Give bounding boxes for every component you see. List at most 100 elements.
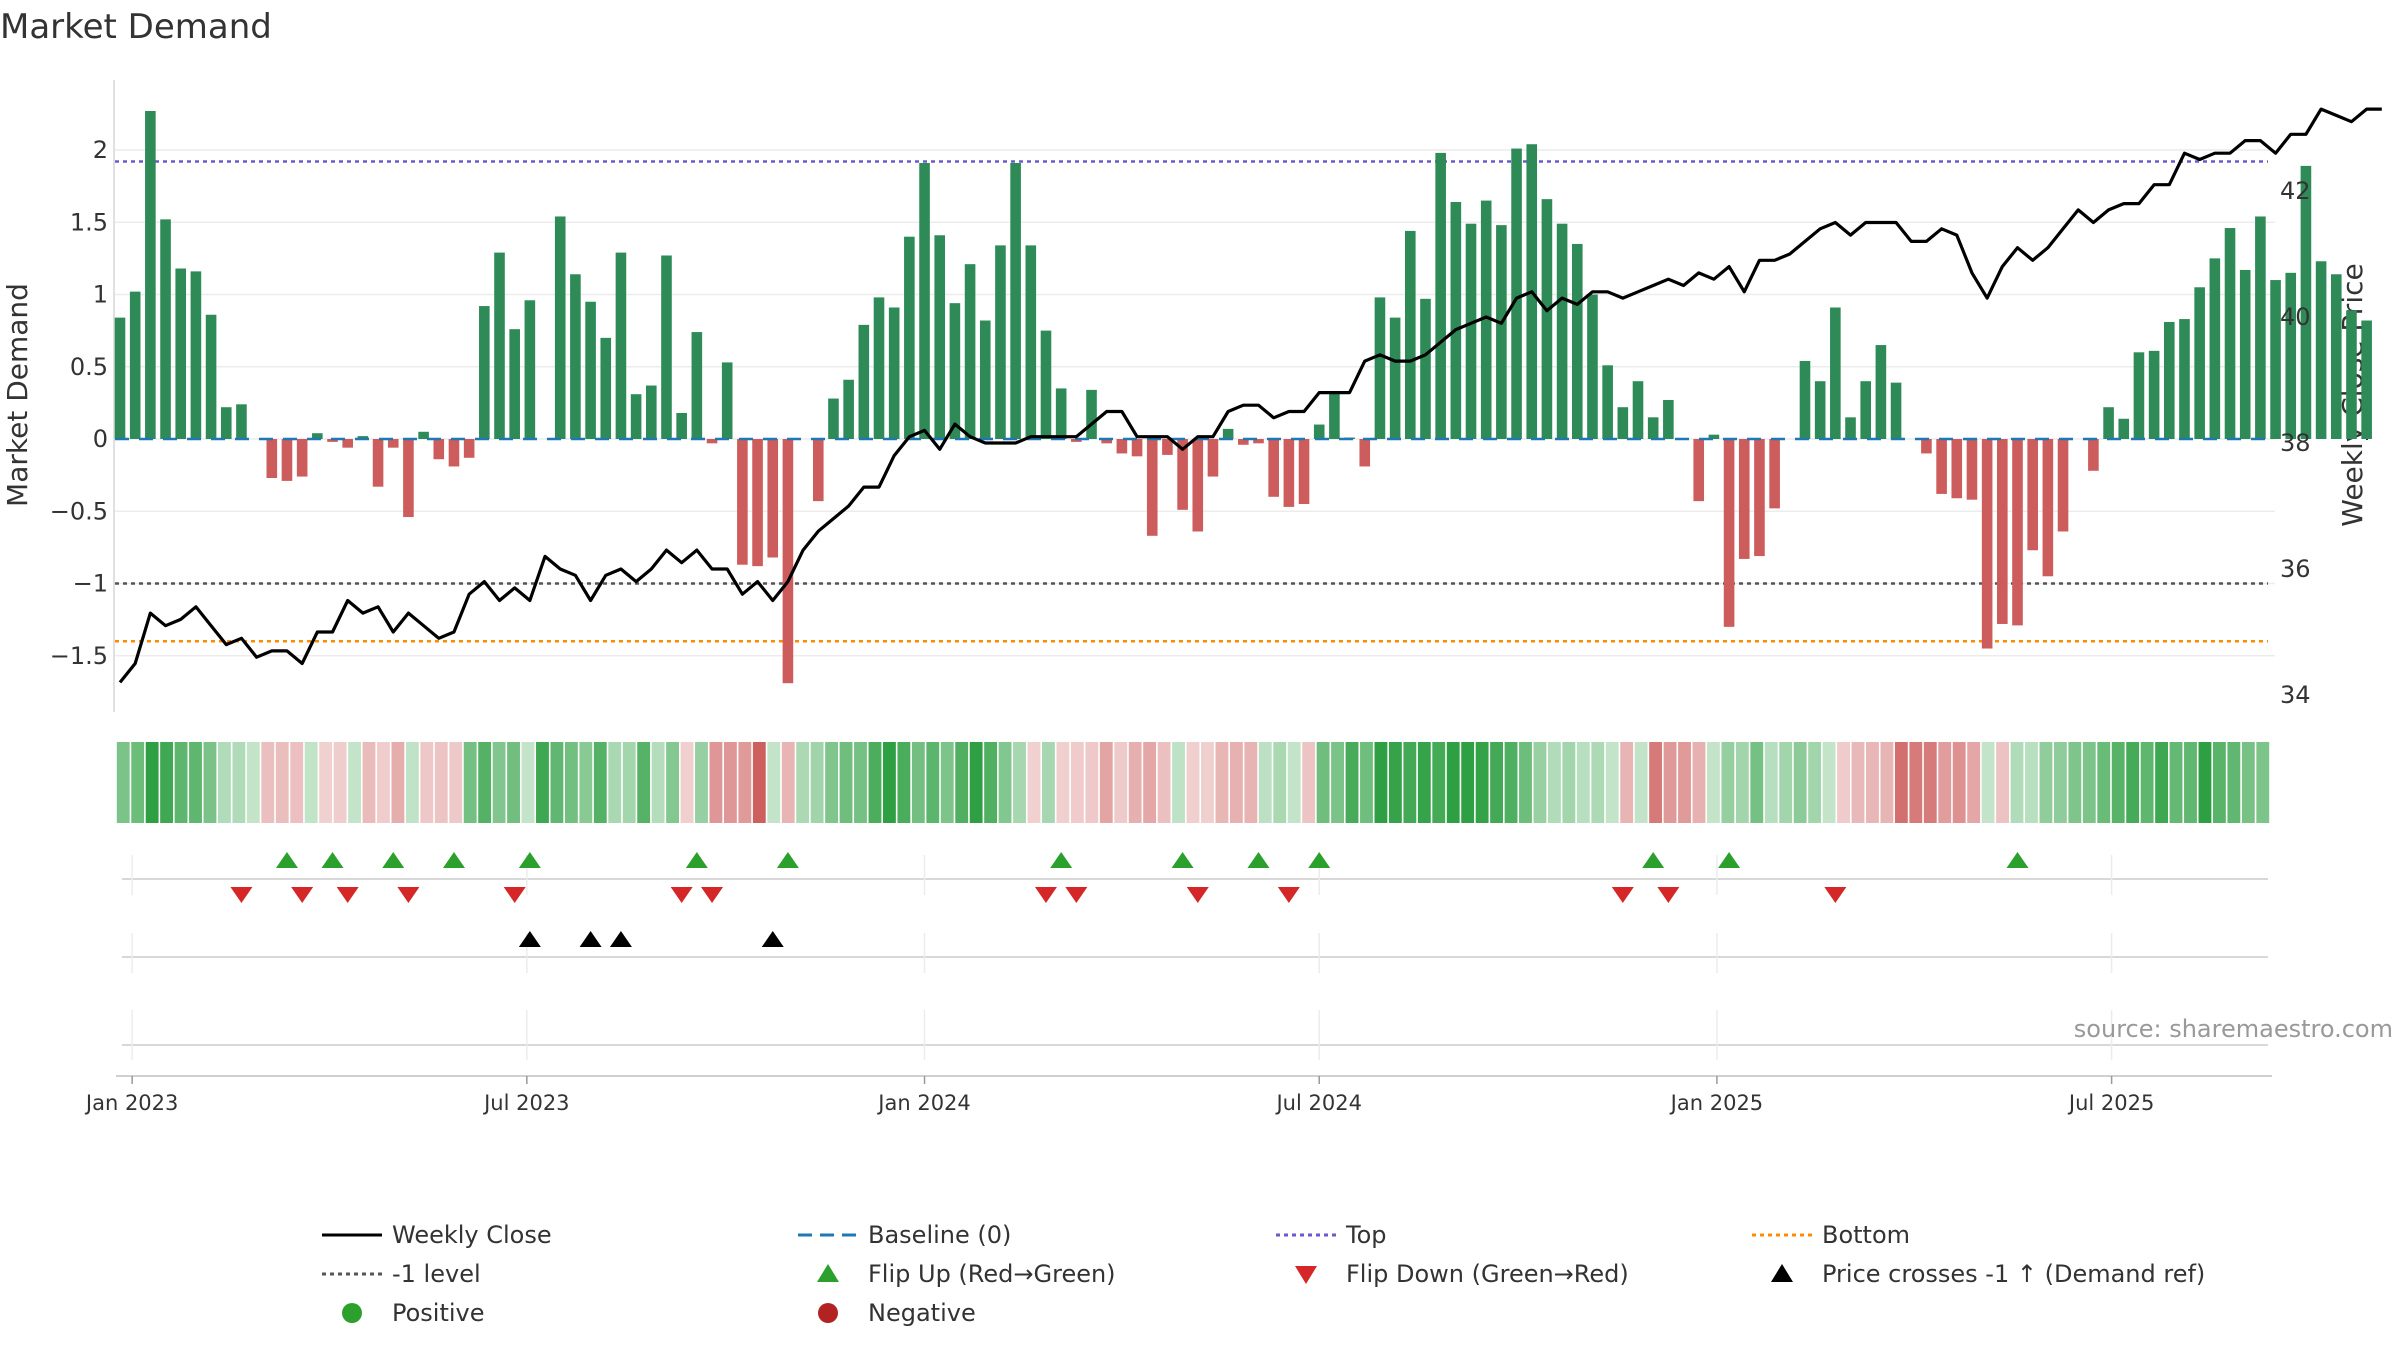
heat-cell	[897, 742, 911, 823]
heat-cell	[1793, 742, 1807, 823]
flip-up-marker	[1171, 852, 1194, 868]
heat-cell	[738, 742, 752, 823]
triangle-up-icon	[817, 1264, 839, 1282]
heat-cell	[1114, 742, 1128, 823]
heat-cell	[377, 742, 390, 823]
heat-cell	[926, 742, 940, 823]
demand-bar	[479, 306, 490, 439]
demand-bar	[1845, 417, 1856, 439]
triangle-up-icon	[1771, 1264, 1793, 1282]
demand-bar	[1389, 317, 1401, 439]
heat-cell	[550, 742, 564, 823]
heat-cell	[2169, 742, 2183, 823]
flip-up-marker	[275, 852, 298, 868]
demand-bar	[1435, 152, 1446, 439]
demand-bar	[509, 329, 520, 439]
heat-cell	[1591, 742, 1605, 823]
legend-flip-down: Flip Down (Green→Red)	[1274, 1259, 1629, 1289]
heat-cell	[2140, 742, 2154, 823]
x-axis-ticks: Jan 2023 Jul 2023 Jan 2024 Jul 2024 Jan 2025…	[84, 1076, 2154, 1115]
demand-bar	[2179, 319, 2190, 439]
flip-up-marker	[321, 852, 344, 868]
heat-cell	[1894, 742, 1908, 823]
heat-cell	[1866, 742, 1879, 823]
heat-cell	[1070, 742, 1084, 823]
x-tick-label: Jul 2024	[1274, 1091, 1361, 1115]
heat-cell	[2198, 742, 2212, 823]
demand-bar	[812, 439, 824, 502]
heat-cell	[449, 742, 463, 823]
demand-bar	[858, 324, 870, 439]
y-tick-label: −1.5	[50, 642, 108, 670]
heat-cell	[1605, 742, 1619, 823]
demand-bar	[1055, 388, 1067, 439]
demand-bar	[615, 252, 627, 439]
demand-bar	[1040, 330, 1052, 439]
price-cross-marker	[518, 931, 541, 947]
heat-cell	[2068, 742, 2082, 823]
heat-cell	[854, 742, 867, 823]
demand-bar	[1025, 245, 1037, 439]
demand-bar	[1511, 148, 1522, 439]
heat-cell	[868, 742, 882, 823]
legend-label: -1 level	[392, 1260, 481, 1288]
heat-cell	[261, 742, 275, 823]
weekly-close-series	[118, 107, 2382, 684]
heat-cell	[593, 742, 607, 823]
heat-cell	[955, 742, 969, 823]
demand-bar	[1708, 434, 1720, 439]
heat-cell	[1331, 742, 1344, 823]
demand-bar	[1101, 439, 1112, 444]
demand-bar	[1799, 360, 1811, 439]
demand-bar	[2133, 352, 2145, 439]
heat-cell	[203, 742, 217, 823]
heat-cell	[1186, 742, 1200, 823]
demand-bar	[752, 439, 763, 567]
heat-cell	[564, 742, 578, 823]
heat-cell	[1244, 742, 1258, 823]
demand-bar	[160, 219, 171, 439]
heat-cell	[1446, 742, 1460, 823]
demand-bar	[220, 407, 232, 439]
demand-bar	[2103, 407, 2114, 439]
demand-bar	[1313, 424, 1325, 439]
triangle-down-icon	[1295, 1266, 1317, 1284]
demand-bar	[2285, 272, 2297, 439]
flip-up-marker	[2006, 852, 2029, 868]
price-cross-marker	[579, 931, 602, 947]
demand-bar	[524, 300, 536, 439]
weekly-close-line	[118, 107, 2382, 684]
demand-bar	[1632, 381, 1644, 439]
legend-label: Top	[1346, 1221, 1387, 1249]
heat-cell	[2025, 742, 2038, 823]
heat-cell	[362, 742, 376, 823]
heat-cell	[116, 742, 130, 823]
y-tick-label: 1.5	[70, 208, 108, 236]
demand-bar	[554, 216, 566, 439]
heat-cell	[911, 742, 925, 823]
demand-bar	[448, 439, 460, 467]
heat-cell	[2227, 742, 2241, 823]
flip-markers	[230, 852, 2029, 903]
demand-bar	[1814, 381, 1826, 439]
heat-cell	[1287, 742, 1301, 823]
demand-bar	[2239, 269, 2251, 439]
heat-cell	[637, 742, 651, 823]
heat-cell	[1201, 742, 1214, 823]
demand-bar	[2346, 310, 2357, 439]
legend-weekly-close: Weekly Close	[320, 1220, 552, 1250]
x-tick-label: Jan 2024	[876, 1091, 971, 1115]
heat-cell	[1388, 742, 1402, 823]
line-dotted-icon	[1276, 1233, 1336, 1237]
heat-cell	[2155, 742, 2169, 823]
demand-bar	[2224, 228, 2236, 439]
heat-cell	[1808, 742, 1822, 823]
y2-tick-label: 34	[2280, 681, 2311, 709]
heat-cell	[1678, 742, 1691, 823]
demand-bar	[1647, 417, 1659, 439]
demand-bar	[1571, 243, 1583, 439]
demand-bar	[2088, 439, 2099, 471]
heat-cell	[882, 742, 896, 823]
legend-flip-up: Flip Up (Red→Green)	[796, 1259, 1116, 1289]
heat-cell	[1143, 742, 1157, 823]
